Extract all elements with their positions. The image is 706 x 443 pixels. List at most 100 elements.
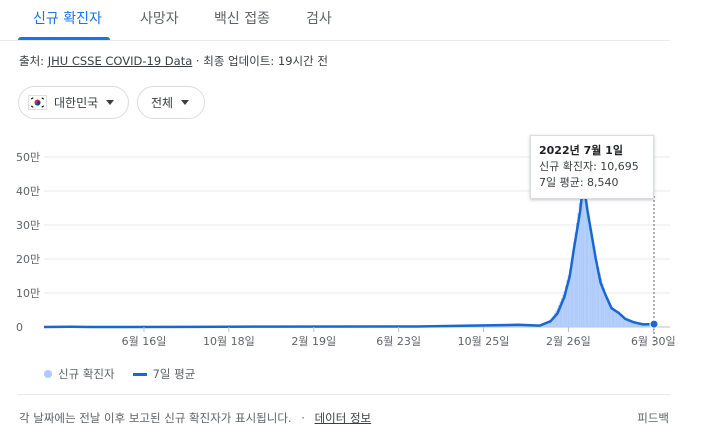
daily-cases-bar bbox=[543, 323, 545, 327]
daily-cases-bar bbox=[621, 315, 623, 327]
new-cases-legend-label: 신규 확진자 bbox=[58, 367, 115, 381]
tab-bar: 신규 확진자 사망자 백신 접종 검사 bbox=[0, 0, 670, 41]
daily-cases-bar bbox=[544, 322, 546, 327]
daily-cases-bar bbox=[571, 251, 574, 327]
tooltip-new-cases: 신규 확진자: 10,695 bbox=[539, 160, 639, 173]
daily-cases-bar bbox=[592, 239, 594, 327]
daily-cases-bar bbox=[610, 305, 612, 327]
daily-cases-bar bbox=[602, 283, 604, 327]
y-axis-labels: 0 10만 20만 30만 40만 50만 bbox=[16, 151, 40, 334]
daily-cases-bar bbox=[600, 278, 603, 327]
daily-cases-bar bbox=[591, 231, 593, 327]
daily-cases-bar bbox=[617, 311, 619, 327]
scope-dropdown[interactable]: 전체 bbox=[137, 86, 205, 119]
daily-cases-bar bbox=[574, 232, 577, 327]
daily-cases-bar bbox=[623, 317, 626, 327]
source-separator: · bbox=[195, 54, 200, 68]
south-korea-flag-icon bbox=[28, 95, 47, 110]
daily-cases-bar bbox=[573, 242, 575, 327]
daily-cases-bar bbox=[577, 213, 579, 327]
daily-cases-bar bbox=[551, 317, 553, 327]
daily-cases-bar bbox=[618, 312, 620, 327]
daily-cases-bar bbox=[562, 294, 564, 327]
daily-cases-bar bbox=[582, 186, 585, 327]
daily-cases-bar bbox=[633, 322, 635, 327]
daily-cases-bar bbox=[597, 267, 600, 327]
daily-cases-bar bbox=[578, 202, 581, 327]
daily-cases-bar bbox=[552, 315, 555, 327]
chevron-down-icon bbox=[106, 100, 115, 105]
daily-cases-bar bbox=[632, 321, 634, 327]
daily-cases-bar bbox=[570, 260, 572, 327]
daily-cases-bar bbox=[604, 293, 607, 327]
cases-chart[interactable]: 0 10만 20만 30만 40만 50만 6월 16일 10월 18일 2월 19일 6월 2… bbox=[0, 130, 706, 355]
daily-cases-bar bbox=[576, 222, 578, 327]
daily-cases-bar bbox=[626, 319, 629, 327]
daily-cases-bar bbox=[629, 320, 631, 327]
x-tick-label: 2월 26일 bbox=[546, 334, 591, 348]
daily-cases-bar bbox=[630, 321, 633, 327]
daily-cases-bar bbox=[628, 319, 630, 327]
daily-cases-bar bbox=[567, 274, 570, 327]
x-tick-label: 10월 25일 bbox=[458, 334, 510, 348]
x-tick-label: 6월 23일 bbox=[376, 334, 421, 348]
data-info-link[interactable]: 데이터 정보 bbox=[314, 411, 372, 425]
daily-cases-bar bbox=[614, 309, 616, 327]
daily-cases-bar bbox=[608, 302, 611, 327]
daily-cases-bar bbox=[625, 318, 627, 327]
average-legend-label: 7일 평균 bbox=[152, 367, 196, 381]
chart-legend: 신규 확진자 7일 평균 bbox=[44, 366, 195, 382]
y-tick-label: 10만 bbox=[16, 287, 40, 300]
daily-cases-bar bbox=[555, 310, 557, 327]
last-updated: 최종 업데이트: 19시간 전 bbox=[203, 54, 328, 68]
daily-cases-bar bbox=[588, 215, 590, 327]
daily-cases-bar bbox=[584, 184, 586, 327]
chevron-down-icon bbox=[181, 100, 190, 105]
hover-point bbox=[649, 319, 659, 329]
daily-cases-bar bbox=[593, 247, 596, 327]
x-tick-label: 6월 30일 bbox=[631, 334, 676, 348]
source-link[interactable]: JHU CSSE COVID-19 Data bbox=[47, 54, 193, 68]
tab-vaccinations[interactable]: 백신 접종 bbox=[214, 11, 270, 27]
daily-cases-bar bbox=[606, 296, 608, 327]
feedback-link[interactable]: 피드백 bbox=[637, 411, 669, 425]
country-dropdown[interactable]: 대한민국 bbox=[18, 86, 129, 119]
x-axis-labels: 6월 16일 10월 18일 2월 19일 6월 23일 10월 25일 2월 26일 6월… bbox=[122, 327, 676, 348]
daily-cases-bar bbox=[550, 320, 552, 327]
hover-indicator bbox=[649, 196, 659, 347]
daily-cases-bar bbox=[596, 261, 598, 327]
seven-day-average-line bbox=[43, 188, 655, 329]
tooltip-date: 2022년 7월 1일 bbox=[539, 144, 623, 157]
daily-cases-bar bbox=[607, 299, 609, 327]
daily-cases-bar bbox=[637, 323, 640, 327]
y-tick-label: 0 bbox=[16, 321, 23, 334]
daily-cases-bar bbox=[619, 313, 622, 327]
active-tab-indicator bbox=[18, 37, 110, 40]
daily-cases-bar bbox=[580, 157, 582, 327]
x-tick-label: 2월 19일 bbox=[291, 334, 336, 348]
footer-divider bbox=[18, 394, 670, 395]
new-cases-legend-marker bbox=[44, 370, 52, 378]
tab-new-cases[interactable]: 신규 확진자 bbox=[33, 11, 102, 27]
tab-tests[interactable]: 검사 bbox=[306, 11, 332, 27]
source-line: 출처: JHU CSSE COVID-19 Data · 최종 업데이트: 19… bbox=[19, 53, 328, 69]
daily-cases-bar bbox=[636, 322, 638, 327]
tab-deaths[interactable]: 사망자 bbox=[140, 11, 179, 27]
daily-cases-bar bbox=[615, 310, 618, 327]
x-tick-label: 6월 16일 bbox=[122, 334, 167, 348]
daily-cases-bar bbox=[634, 322, 637, 327]
x-tick-label: 10월 18일 bbox=[203, 334, 255, 348]
daily-cases-bar bbox=[611, 307, 614, 327]
daily-cases-bar bbox=[622, 316, 624, 327]
country-label: 대한민국 bbox=[54, 96, 99, 110]
daily-cases-bar bbox=[569, 269, 571, 327]
daily-cases-bar bbox=[589, 223, 592, 327]
daily-cases-bar bbox=[545, 322, 548, 327]
footer-note: 각 날짜에는 전날 이후 보고된 신규 확진자가 표시됩니다. · 데이터 정보 bbox=[19, 410, 371, 426]
daily-cases-bar bbox=[640, 323, 642, 327]
y-tick-label: 40만 bbox=[16, 185, 40, 198]
footer-separator: · bbox=[301, 411, 305, 425]
scope-label: 전체 bbox=[151, 96, 174, 110]
daily-cases-bar bbox=[585, 196, 588, 327]
average-line-path bbox=[43, 188, 655, 329]
